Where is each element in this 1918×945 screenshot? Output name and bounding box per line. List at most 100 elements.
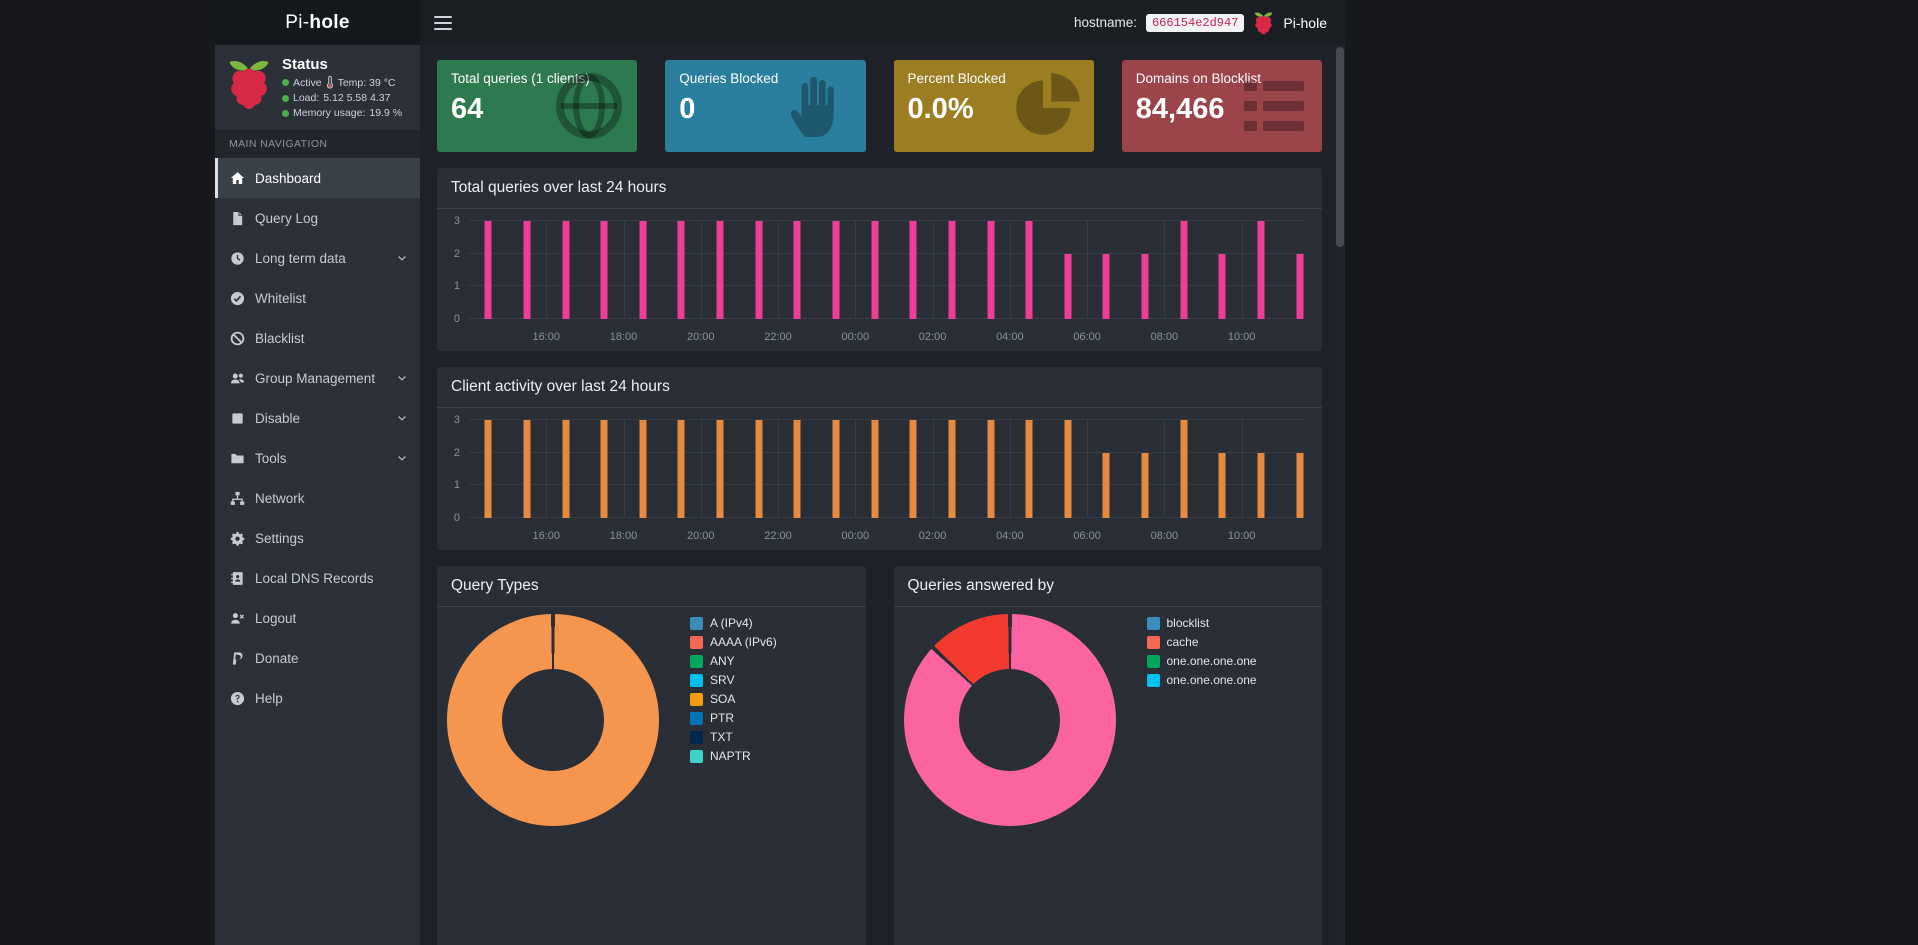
- chart-bar[interactable]: [909, 420, 917, 518]
- legend-color-chip: [1146, 673, 1160, 687]
- network-icon: [230, 491, 245, 506]
- chart-bar[interactable]: [1102, 253, 1110, 319]
- chart-bar[interactable]: [523, 221, 531, 319]
- legend-label: SOA: [710, 692, 736, 706]
- chart-bar[interactable]: [484, 221, 492, 319]
- chart-bar[interactable]: [832, 420, 840, 518]
- legend-item-txt[interactable]: TXT: [690, 730, 777, 744]
- sidebar-item-query-log[interactable]: Query Log: [215, 198, 420, 238]
- chart-bar[interactable]: [600, 420, 608, 518]
- chart-bar[interactable]: [1141, 452, 1149, 518]
- legend-item-one-one-one-one[interactable]: one.one.one.one: [1146, 673, 1257, 687]
- x-axis-tick: 22:00: [764, 530, 792, 542]
- gridline: [932, 221, 934, 319]
- chart-bar[interactable]: [1296, 253, 1304, 319]
- legend-item-one-one-one-one[interactable]: one.one.one.one: [1146, 654, 1257, 668]
- legend-item-soa[interactable]: SOA: [690, 692, 777, 706]
- query-types-donut[interactable]: [447, 614, 659, 826]
- panel-header: Queries answered by: [893, 566, 1322, 607]
- scrollbar-thumb[interactable]: [1336, 47, 1344, 247]
- sidebar-item-label: Disable: [255, 410, 301, 426]
- chart-bar[interactable]: [793, 420, 801, 518]
- sidebar-item-whitelist[interactable]: Whitelist: [215, 278, 420, 318]
- stat-card-domains-on-blocklist: Domains on Blocklist 84,466: [1121, 60, 1322, 152]
- chart-bar[interactable]: [948, 221, 956, 319]
- chart-bar[interactable]: [948, 420, 956, 518]
- sidebar-item-dashboard[interactable]: Dashboard: [215, 158, 420, 198]
- chart-bar[interactable]: [1257, 221, 1265, 319]
- bottom-row: Query Types A (IPv4) AAAA (IPv6) ANY SRV SOA…: [437, 566, 1322, 945]
- chart-bar[interactable]: [1218, 452, 1226, 518]
- legend-item-any[interactable]: ANY: [690, 654, 777, 668]
- legend-item-aaaa-ipv6[interactable]: AAAA (IPv6): [690, 635, 777, 649]
- scrollbar[interactable]: [1335, 45, 1345, 945]
- x-axis-tick: 10:00: [1227, 331, 1256, 343]
- chart-bar[interactable]: [1141, 253, 1149, 319]
- sidebar-item-local-dns-records[interactable]: Local DNS Records: [215, 558, 420, 598]
- query-types-legend: A (IPv4) AAAA (IPv6) ANY SRV SOA PTR TXT NAPTR: [690, 616, 777, 768]
- sidebar-item-network[interactable]: Network: [215, 478, 420, 518]
- chart-bar[interactable]: [871, 221, 879, 319]
- chart-bar[interactable]: [716, 221, 724, 319]
- main-content: Total queries (1 clients) 64 Queries Block…: [420, 45, 1335, 945]
- queries-answered-donut[interactable]: [903, 614, 1116, 826]
- chart-bar[interactable]: [716, 420, 724, 518]
- sidebar-item-label: Local DNS Records: [255, 570, 374, 586]
- chart-bar[interactable]: [755, 221, 763, 319]
- chart-bar[interactable]: [1296, 452, 1304, 518]
- status-dot-icon: [282, 109, 289, 117]
- legend-item-blocklist[interactable]: blocklist: [1146, 616, 1257, 630]
- chart-bar[interactable]: [1180, 420, 1188, 518]
- sidebar-item-long-term-data[interactable]: Long term data: [215, 238, 420, 278]
- stat-card-value: 64: [451, 93, 484, 125]
- sidebar-toggle-icon[interactable]: [434, 15, 452, 30]
- chart-bar[interactable]: [832, 221, 840, 319]
- total-queries-chart: 0 1 2 3 16:00 18:00 20:00 22:00 00:00 02:00 04:00 0…: [437, 209, 1322, 351]
- legend-item-ptr[interactable]: PTR: [690, 711, 777, 725]
- legend-color-chip: [690, 673, 703, 687]
- sidebar-item-logout[interactable]: Logout: [215, 598, 420, 638]
- app-logo[interactable]: Pi-hole: [215, 0, 420, 45]
- gridline: [1009, 420, 1011, 518]
- sidebar-item-group-management[interactable]: Group Management: [215, 358, 420, 398]
- legend-item-cache[interactable]: cache: [1146, 635, 1257, 649]
- sidebar-item-blacklist[interactable]: Blacklist: [215, 318, 420, 358]
- chart-bar[interactable]: [484, 420, 492, 518]
- sidebar-item-settings[interactable]: Settings: [215, 518, 420, 558]
- chart-bar[interactable]: [1064, 420, 1072, 518]
- file-icon: [230, 211, 245, 226]
- chart-bar[interactable]: [1064, 253, 1072, 319]
- chart-bar[interactable]: [793, 221, 801, 319]
- panel-title: Queries answered by: [907, 577, 1054, 594]
- legend-item-a-ipv4[interactable]: A (IPv4): [690, 616, 777, 630]
- chart-bar[interactable]: [600, 221, 608, 319]
- chart-bar[interactable]: [562, 420, 570, 518]
- chart-bar[interactable]: [639, 221, 647, 319]
- chart-bar[interactable]: [1025, 221, 1033, 319]
- chart-bar[interactable]: [562, 221, 570, 319]
- chart-bar[interactable]: [677, 221, 685, 319]
- sidebar-item-label: Help: [255, 690, 283, 706]
- chart-bar[interactable]: [871, 420, 879, 518]
- sidebar-item-tools[interactable]: Tools: [215, 438, 420, 478]
- navbar-main: hostname: 666154e2d947 Pi-hole: [420, 0, 1345, 45]
- chart-bar[interactable]: [1102, 452, 1110, 518]
- chart-bar[interactable]: [755, 420, 763, 518]
- chart-bar[interactable]: [909, 221, 917, 319]
- legend-item-naptr[interactable]: NAPTR: [690, 749, 777, 763]
- legend-item-srv[interactable]: SRV: [690, 673, 777, 687]
- sidebar-item-disable[interactable]: Disable: [215, 398, 420, 438]
- chart-bar[interactable]: [1257, 452, 1265, 518]
- sidebar-item-help[interactable]: Help: [215, 678, 420, 718]
- chart-bar[interactable]: [1180, 221, 1188, 319]
- chart-bar[interactable]: [639, 420, 647, 518]
- top-navbar: Pi-hole hostname: 666154e2d947 Pi-hole: [215, 0, 1345, 45]
- chart-bar[interactable]: [987, 221, 994, 319]
- x-axis-tick: 08:00: [1150, 530, 1179, 542]
- chart-bar[interactable]: [523, 420, 531, 518]
- chart-bar[interactable]: [987, 420, 994, 518]
- chart-bar[interactable]: [1218, 253, 1226, 319]
- chart-bar[interactable]: [1025, 420, 1033, 518]
- sidebar-item-donate[interactable]: Donate: [215, 638, 420, 678]
- chart-bar[interactable]: [677, 420, 685, 518]
